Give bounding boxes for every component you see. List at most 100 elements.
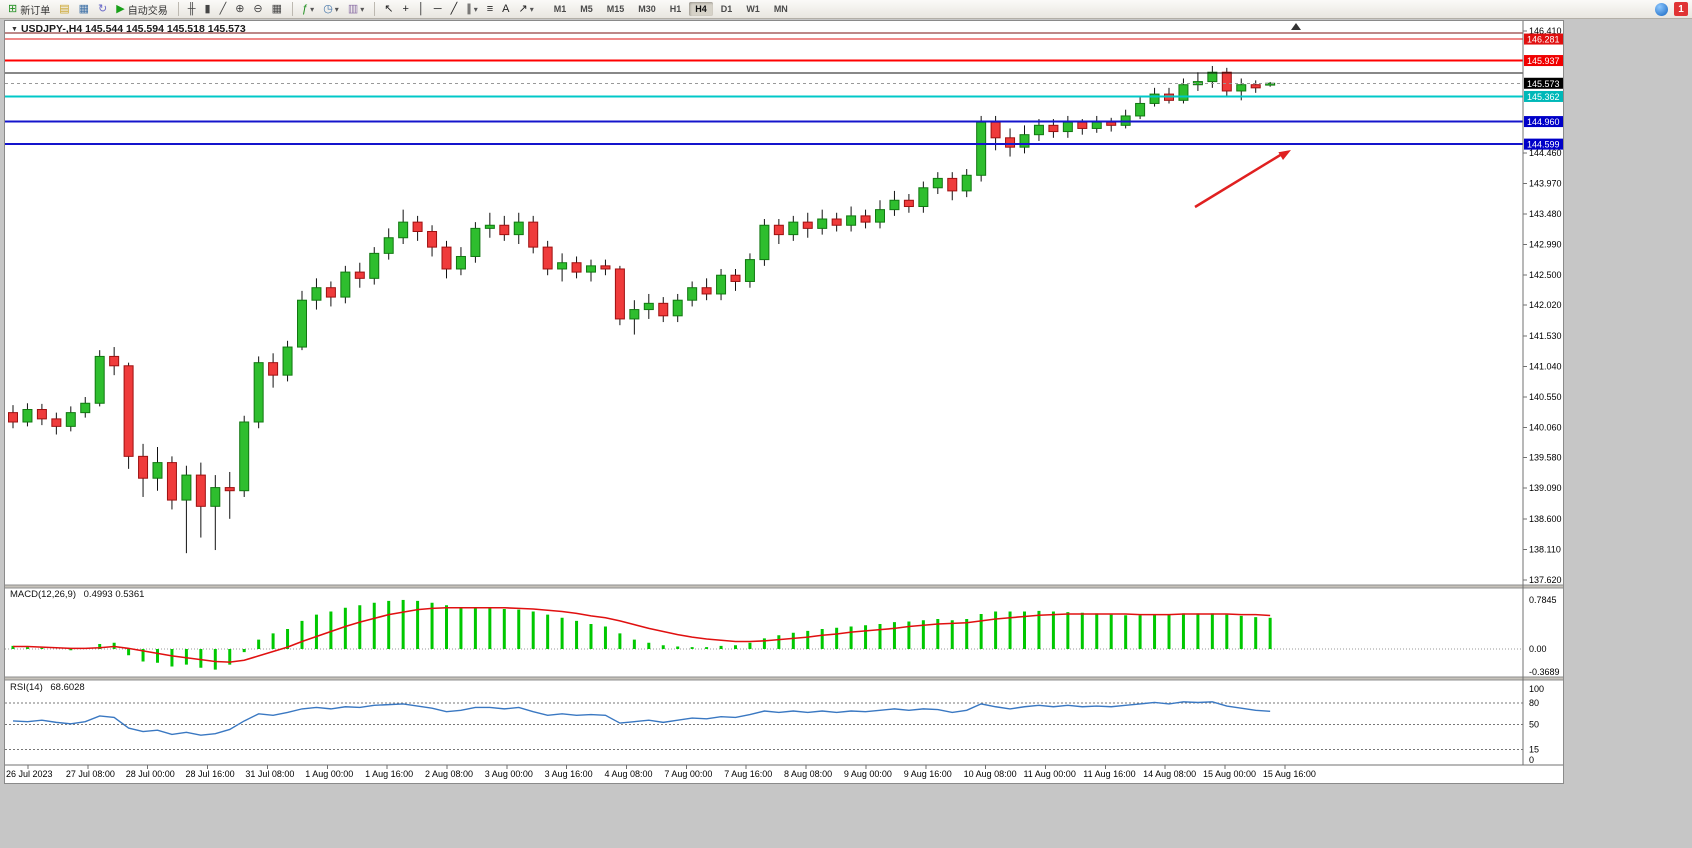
cursor-icon: ↖ (384, 3, 394, 15)
arrows-button[interactable]: ↗ ▾ (514, 1, 537, 17)
rsi-title: RSI(14) (10, 682, 43, 693)
equidistant-channel-button[interactable]: ∥ ▾ (462, 1, 482, 17)
indicators-button[interactable]: ƒ ▾ (298, 1, 318, 17)
charts-grid-button[interactable]: ▦ (75, 1, 93, 17)
line-chart-icon: ╱ (219, 3, 227, 15)
tile-windows-button[interactable]: ▦ (268, 1, 286, 17)
text-button[interactable]: A (498, 1, 513, 17)
candles-layer (8, 65, 1276, 554)
profiles-button[interactable]: ▤ (55, 1, 73, 17)
price-axis-label: 142.020 (1529, 300, 1562, 310)
vertical-line-button[interactable]: │ (414, 1, 429, 17)
toolbar-right-cluster: 1 (1655, 2, 1688, 16)
charts-grid-icon: ▦ (78, 3, 90, 15)
toolbar-separator (374, 2, 376, 16)
crosshair-button[interactable]: + (398, 1, 412, 17)
price-tag-label: 145.573 (1527, 79, 1560, 89)
timeframe-w1-button[interactable]: W1 (746, 4, 760, 14)
new-order-button[interactable]: ⊞ 新订单 (4, 1, 54, 17)
toolbar-separator (292, 2, 294, 16)
timeframe-mn-button[interactable]: MN (773, 4, 788, 14)
time-axis-label: 1 Aug 16:00 (365, 769, 413, 779)
chevron-down-icon: ▾ (360, 4, 365, 14)
autotrading-label: 自动交易 (127, 5, 168, 17)
zoom-in-button[interactable]: ⊕ (231, 1, 248, 17)
rsi-axis-label: 0 (1529, 755, 1534, 765)
timeframe-h4-button[interactable]: H4 (689, 2, 713, 16)
fibonacci-icon: ≡ (486, 3, 494, 15)
price-axis-label: 138.600 (1529, 514, 1562, 524)
trendline-button[interactable]: ╱ (447, 1, 462, 17)
time-axis-label: 7 Aug 16:00 (724, 769, 772, 779)
community-icon[interactable] (1655, 2, 1668, 16)
vertical-line-icon: │ (417, 3, 425, 15)
line-chart-button[interactable]: ╱ (216, 1, 231, 17)
time-axis-label: 7 Aug 00:00 (664, 769, 712, 779)
candlestick-chart-button[interactable]: ▮ (201, 1, 215, 17)
price-axis-label: 142.990 (1529, 240, 1562, 250)
autotrading-button[interactable]: ▶ 自动交易 (112, 1, 171, 17)
chart-canvas[interactable]: 146.410 144.460 143.970 143.480 142.990 142.5… (5, 21, 1563, 783)
price-axis-label: 137.620 (1529, 575, 1562, 585)
price-axis-label: 138.110 (1529, 544, 1561, 554)
time-axis-label: 8 Aug 08:00 (784, 769, 832, 779)
periods-button[interactable]: ◷ ▾ (319, 1, 343, 17)
fibonacci-button[interactable]: ≡ (483, 1, 497, 17)
horizontal-line-icon: ─ (433, 3, 442, 15)
chevron-down-icon: ▾ (473, 4, 478, 14)
price-axis-label: 140.060 (1529, 423, 1562, 433)
time-axis-label: 31 Jul 08:00 (245, 769, 294, 779)
time-axis-label: 1 Aug 00:00 (305, 769, 353, 779)
cursor-button[interactable]: ↖ (380, 1, 397, 17)
price-tag (1524, 138, 1563, 150)
timeframe-m1-button[interactable]: M1 (553, 4, 567, 14)
bar-chart-button[interactable]: ╫ (184, 1, 200, 17)
symbol-dropdown-icon[interactable]: ▼ (11, 25, 18, 33)
time-axis-label: 15 Aug 16:00 (1263, 769, 1316, 779)
price-tag (1524, 77, 1563, 89)
periods-icon: ◷ (323, 3, 333, 15)
macd-header: MACD(12,26,9) 0.4993 0.5361 (10, 589, 144, 600)
price-tag-label: 144.960 (1527, 117, 1560, 127)
main-toolbar: ⊞ 新订单 ▤ ▦ ↻ ▶ 自动交易 ╫ ▮ ╱ ⊕ ⊖ ▦ ƒ ▾ ◷ ▾ ▥ ▾ ↖ + │ ─ ╱ ∥ ▾ ≡ A ↗ ▾ M1 M5… (0, 0, 1692, 19)
price-axis-label: 144.460 (1529, 148, 1562, 158)
pane-splitter[interactable] (5, 677, 1563, 680)
time-axis-label: 26 Jul 2023 (6, 769, 53, 779)
ohlc-text: USDJPY-,H4 145.544 145.594 145.518 145.5… (20, 23, 246, 35)
notification-badge[interactable]: 1 (1674, 2, 1688, 16)
chevron-down-icon: ▾ (529, 4, 534, 14)
templates-icon: ▥ (347, 3, 359, 15)
price-axis-label: 146.410 (1529, 26, 1562, 36)
time-axis-label: 9 Aug 16:00 (904, 769, 952, 779)
timeframe-h1-button[interactable]: H1 (669, 4, 682, 14)
rsi-axis-label: 80 (1529, 698, 1539, 708)
refresh-icon: ↻ (98, 3, 108, 15)
candlestick-chart-icon: ▮ (204, 3, 211, 15)
zoom-out-button[interactable]: ⊖ (249, 1, 266, 17)
refresh-button[interactable]: ↻ (94, 1, 111, 17)
pane-splitter[interactable] (5, 585, 1563, 588)
ohlc-header: ▼ USDJPY-,H4 145.544 145.594 145.518 145… (11, 23, 246, 35)
time-axis-label: 4 Aug 08:00 (605, 769, 653, 779)
new-order-label: 新订单 (20, 5, 51, 17)
price-tag (1524, 116, 1563, 128)
time-axis-label: 14 Aug 08:00 (1143, 769, 1196, 779)
zoom-out-icon: ⊖ (253, 3, 263, 15)
timeframe-m30-button[interactable]: M30 (638, 4, 656, 14)
annotations (1194, 23, 1301, 209)
autotrading-icon: ▶ (116, 3, 125, 15)
price-axis-label: 143.480 (1529, 209, 1562, 219)
arrow-annotation-head[interactable] (1278, 150, 1291, 160)
timeframe-m15-button[interactable]: M15 (606, 4, 625, 14)
horizontal-line-button[interactable]: ─ (430, 1, 446, 17)
hline-objects (5, 32, 1523, 146)
price-tag (1524, 55, 1563, 67)
templates-button[interactable]: ▥ ▾ (344, 1, 368, 17)
scroll-to-end-marker[interactable] (1291, 23, 1301, 30)
arrow-annotation[interactable] (1194, 152, 1283, 209)
timeframe-d1-button[interactable]: D1 (720, 4, 733, 14)
rsi-axis-label: 100 (1529, 684, 1544, 694)
time-axis-label: 15 Aug 00:00 (1203, 769, 1256, 779)
time-axis-label: 9 Aug 00:00 (844, 769, 892, 779)
timeframe-m5-button[interactable]: M5 (580, 4, 593, 14)
